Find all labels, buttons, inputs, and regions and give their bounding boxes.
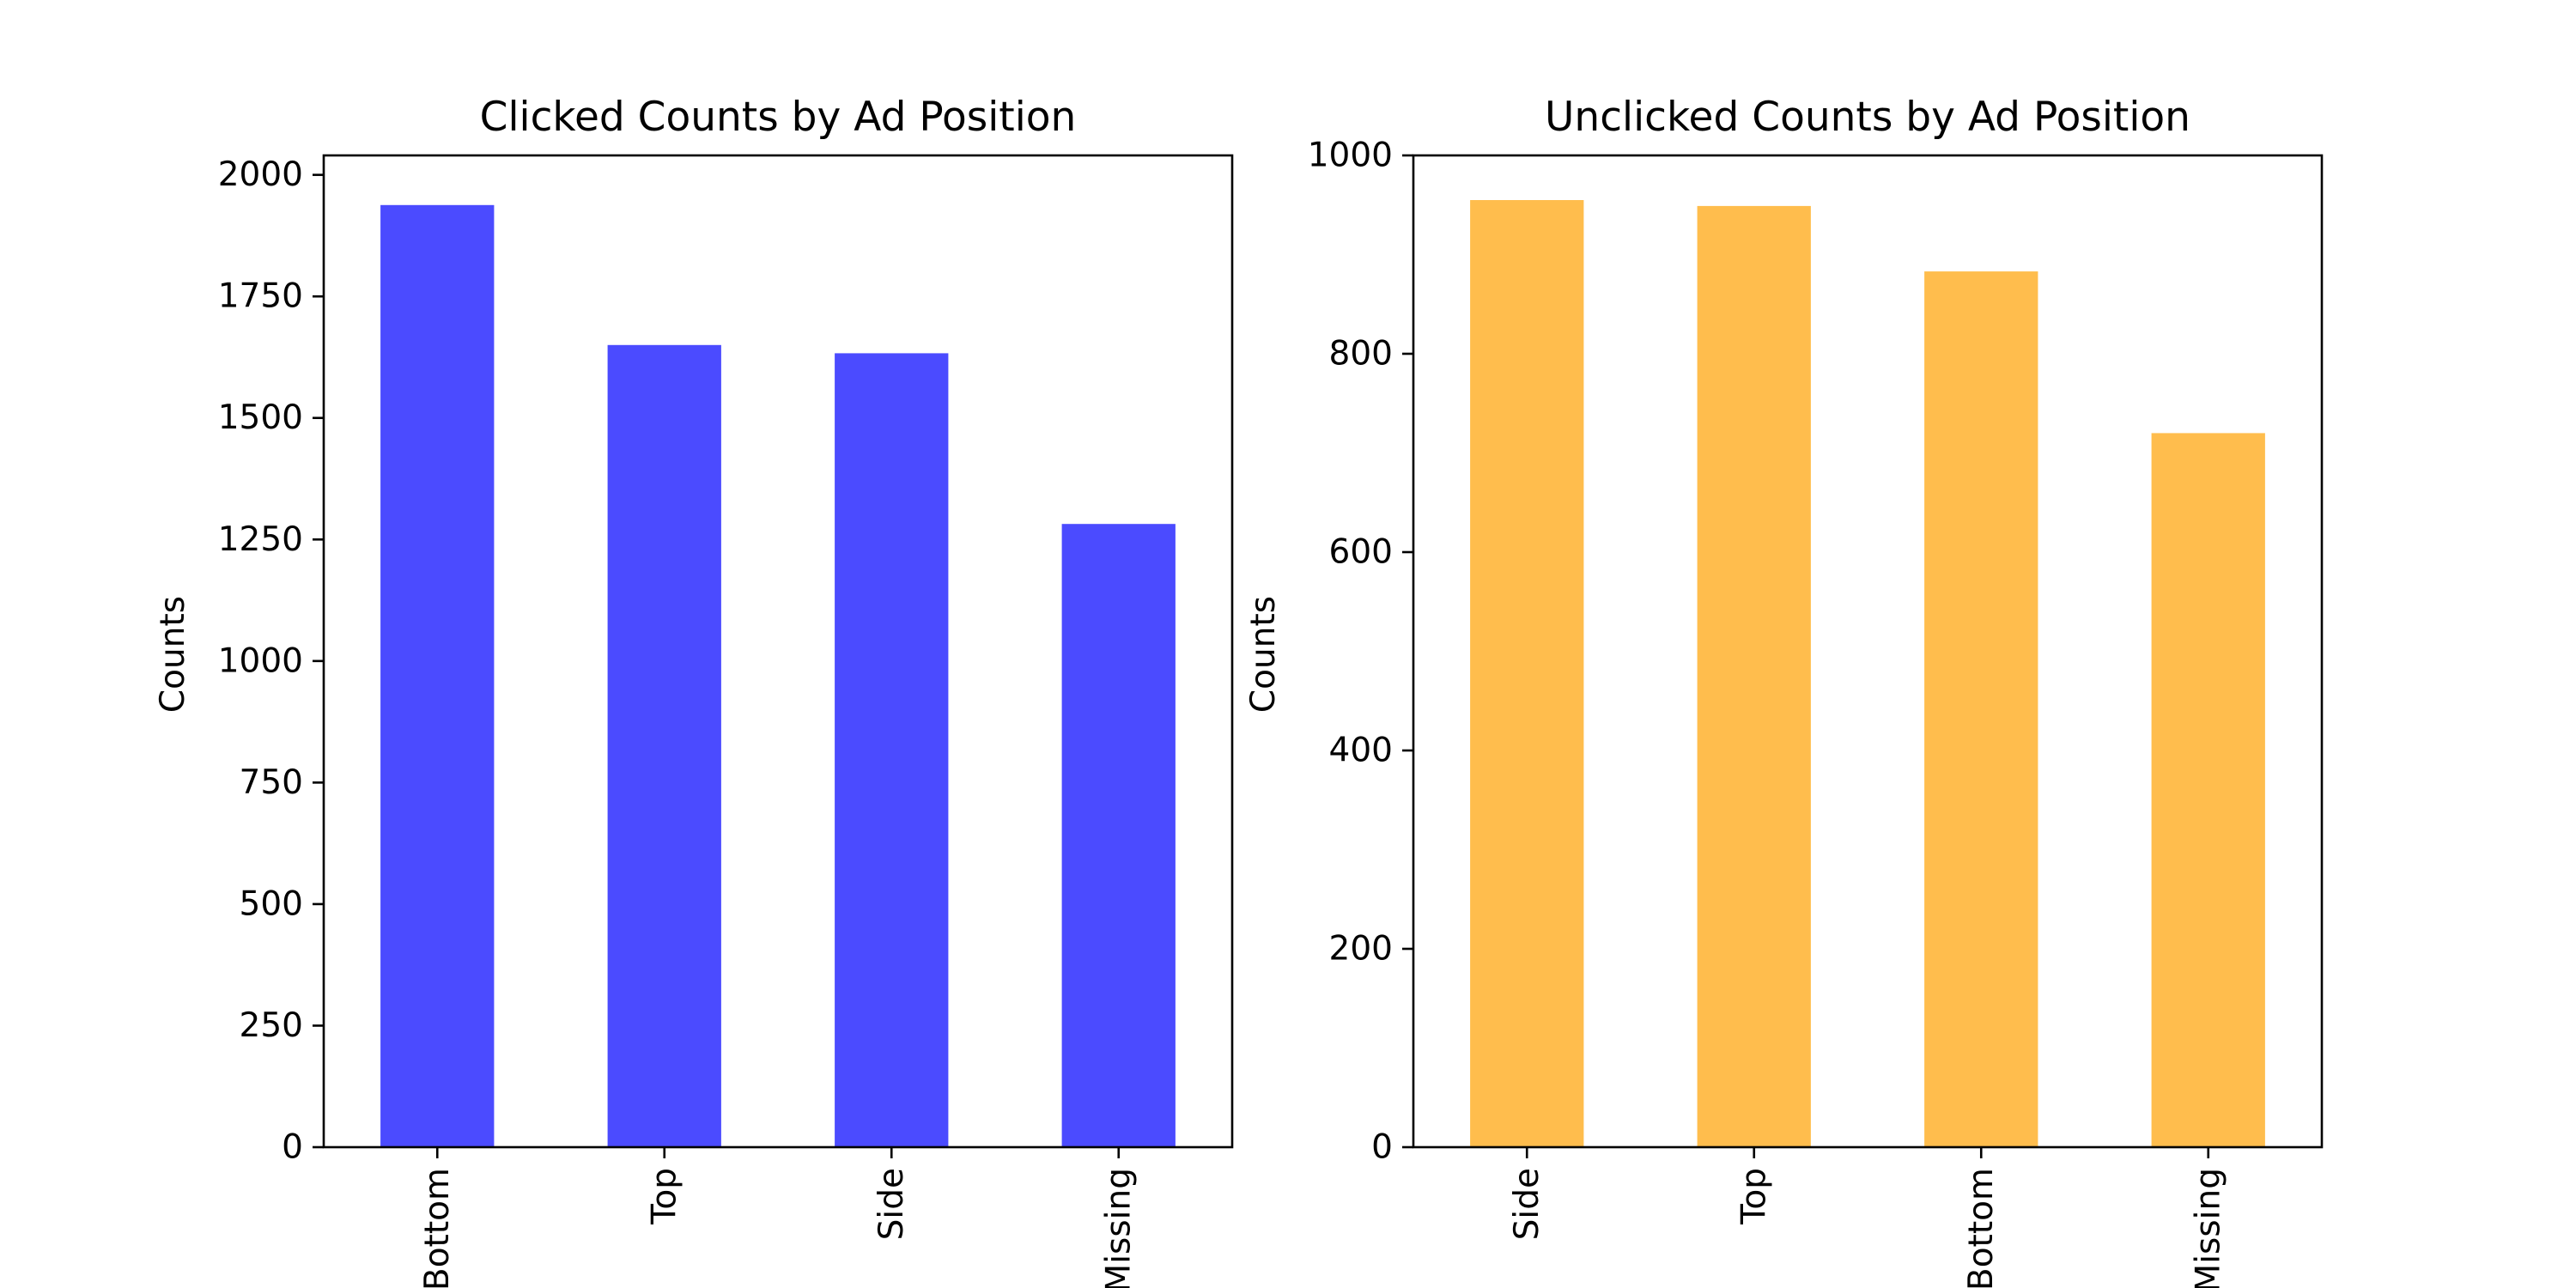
bar	[835, 353, 949, 1147]
y-axis-label: Counts	[154, 596, 192, 713]
x-tick-label: Missing	[1099, 1168, 1138, 1288]
y-tick-label: 600	[1329, 533, 1393, 572]
y-tick-label: 0	[282, 1128, 303, 1167]
y-tick-label: 500	[240, 884, 303, 923]
chart-title: Clicked Counts by Ad Position	[480, 94, 1077, 141]
bar	[1470, 200, 1584, 1147]
y-axis-label: Counts	[1244, 596, 1283, 713]
y-tick-label: 2000	[218, 155, 303, 194]
y-tick-label: 400	[1329, 732, 1393, 770]
x-ticks: Bottom Top Side Missing	[418, 1147, 1138, 1288]
x-tick-label: Top	[645, 1168, 683, 1225]
x-tick-label: Side	[1508, 1168, 1546, 1240]
y-tick-label: 1250	[218, 520, 303, 559]
plot-frame	[1412, 154, 2324, 1149]
bar	[607, 344, 721, 1147]
chart-title: Unclicked Counts by Ad Position	[1545, 94, 2190, 141]
y-ticks: 0 250 500 750 1000 1250 1500 1750 2000	[218, 155, 324, 1167]
bar	[2151, 433, 2265, 1147]
bar	[380, 204, 495, 1148]
plot-frame	[322, 154, 1234, 1149]
clicked-chart: Clicked Counts by Ad Position Counts 0 25…	[154, 94, 1234, 1288]
bar	[1924, 271, 2038, 1148]
y-tick-label: 200	[1329, 930, 1393, 969]
y-ticks: 0 200 400 600 800 1000	[1308, 137, 1413, 1167]
y-tick-label: 1750	[218, 277, 303, 316]
y-tick-label: 250	[240, 1006, 303, 1045]
y-tick-label: 1500	[218, 398, 303, 437]
y-tick-label: 1000	[1308, 137, 1393, 175]
y-tick-label: 1000	[218, 641, 303, 680]
bars	[380, 204, 1176, 1148]
x-tick-label: Missing	[2189, 1168, 2227, 1288]
x-ticks: Side Top Bottom Missing	[1508, 1147, 2227, 1288]
x-tick-label: Bottom	[1962, 1168, 2001, 1288]
y-tick-label: 800	[1329, 335, 1393, 374]
x-tick-label: Side	[872, 1168, 911, 1240]
unclicked-chart: Unclicked Counts by Ad Position Counts 0…	[1244, 94, 2324, 1288]
x-tick-label: Bottom	[418, 1168, 457, 1288]
bar	[1697, 205, 1811, 1147]
bar	[1061, 524, 1176, 1147]
y-tick-label: 0	[1371, 1128, 1393, 1167]
bars	[1470, 200, 2265, 1148]
x-tick-label: Top	[1735, 1168, 1773, 1225]
y-tick-label: 750	[240, 763, 303, 802]
